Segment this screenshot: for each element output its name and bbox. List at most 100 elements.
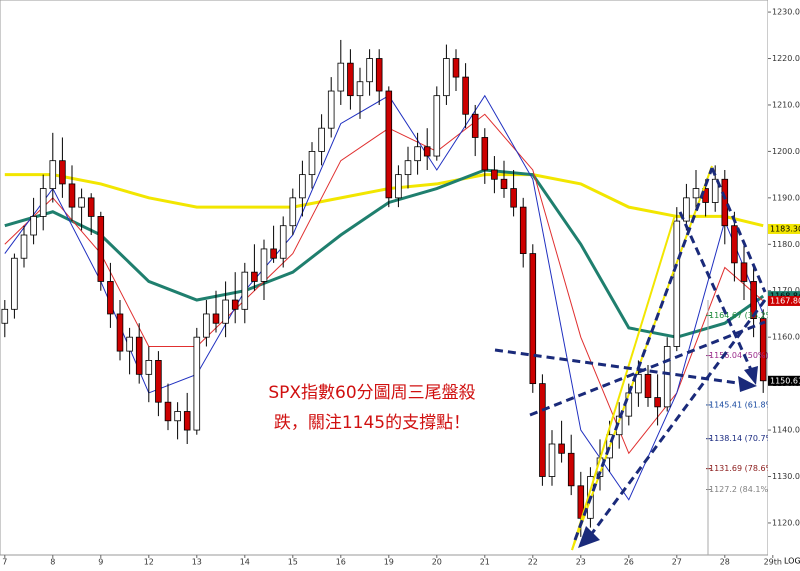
y-tick-label: 1170.00 xyxy=(772,286,800,295)
plot: 1164.67 (38.2%) 1156.04 (50%) 1145.41 (61.… xyxy=(1,39,776,537)
y-tick-label: 1190.00 xyxy=(772,193,800,202)
price-tag-label: 1167.80 xyxy=(770,296,800,305)
candle-body xyxy=(1,308,9,324)
dashed-line xyxy=(529,320,766,417)
candle-body xyxy=(759,318,767,382)
candle-body xyxy=(673,220,681,347)
candle-body xyxy=(327,90,335,129)
candle-body xyxy=(414,146,421,162)
candle-body xyxy=(423,146,431,157)
candle-body xyxy=(683,197,690,222)
candle-body xyxy=(548,443,556,477)
fib-label: 1138.14 (70.7%) xyxy=(709,434,776,443)
candle-body xyxy=(231,299,239,310)
candle-body xyxy=(30,216,37,236)
trend-lines xyxy=(494,165,767,555)
x-tick-label: 21 xyxy=(480,558,490,567)
candle-body xyxy=(711,178,719,203)
arrow-head xyxy=(738,376,757,392)
y-tick-label: 1130.00 xyxy=(772,472,800,481)
candle-body xyxy=(337,62,345,92)
x-tick-label: 14 xyxy=(240,558,250,567)
candle-body xyxy=(318,127,325,152)
candle-body xyxy=(692,188,700,199)
annotation: SPX指數60分圖周三尾盤殺 xyxy=(268,383,475,403)
x-tick-label: 20 xyxy=(432,558,442,567)
candle-body xyxy=(299,174,306,199)
y-tick-label: 1220.00 xyxy=(772,54,800,63)
candle-body xyxy=(308,151,316,176)
x-tick-label: 9 xyxy=(98,558,103,567)
candle-body xyxy=(270,248,277,259)
x-tick-label: 26 xyxy=(624,558,634,567)
candle-body xyxy=(145,360,153,375)
candle-body xyxy=(260,248,268,282)
scale-label: LOG xyxy=(784,557,800,566)
candle-body xyxy=(203,313,210,338)
right-axis xyxy=(768,0,800,567)
candle-body xyxy=(20,234,28,259)
dashed-line xyxy=(588,299,767,537)
candle-body xyxy=(558,443,565,454)
fib-label: 1156.04 (50%) xyxy=(709,351,769,360)
candle-body xyxy=(404,160,412,176)
dashed-lines xyxy=(494,167,767,541)
x-tick-label: 28 xyxy=(720,558,730,567)
candle-body xyxy=(49,160,57,189)
candle-body xyxy=(491,169,498,180)
candle-body xyxy=(433,95,441,157)
candle-body xyxy=(356,81,364,97)
plot-area xyxy=(0,0,769,556)
y-tick-label: 1210.00 xyxy=(772,100,800,109)
candle-body xyxy=(241,271,249,310)
candle-body xyxy=(510,188,517,208)
candle-body xyxy=(107,281,114,315)
candle-body xyxy=(567,452,575,487)
annotation: 跌，關注1145的支撐點！ xyxy=(274,413,470,433)
candle-body xyxy=(375,58,383,92)
fib-label: 1131.69 (78.6%) xyxy=(709,464,776,473)
y-tick-label: 1230.00 xyxy=(772,8,800,17)
candle-body xyxy=(164,401,172,422)
candle-body xyxy=(481,137,489,171)
candle-body xyxy=(663,346,671,408)
y-tick-label: 1180.00 xyxy=(772,240,800,249)
candle-body xyxy=(155,360,162,403)
x-tick-label: 19 xyxy=(384,558,394,567)
x-tick-label: 16 xyxy=(336,558,346,567)
dashed-line xyxy=(494,348,746,386)
dashed-line xyxy=(678,211,754,373)
arrow-head xyxy=(744,366,758,385)
candle-body xyxy=(462,76,469,115)
candle-body xyxy=(500,178,508,189)
candle-body xyxy=(183,411,191,431)
candle-body xyxy=(222,299,229,324)
candle-body xyxy=(279,225,287,259)
candle-body xyxy=(11,257,18,310)
candle-body xyxy=(539,383,546,477)
candle-body xyxy=(135,336,143,375)
y-tick-label: 1120.00 xyxy=(772,518,800,527)
x-tick-label: 12 xyxy=(144,558,154,567)
candle-body xyxy=(97,216,105,282)
x-tick-label: 23 xyxy=(576,558,586,567)
candle-body xyxy=(59,160,66,185)
fib-label: 1127.2 (84.1%) xyxy=(709,485,771,494)
x-tick-label: 22 xyxy=(528,558,538,567)
price-tag xyxy=(768,223,800,234)
candle-body xyxy=(68,183,76,208)
candle-body xyxy=(39,188,47,217)
candle-body xyxy=(193,336,201,431)
fib-label: 1145.41 (61.8%) xyxy=(709,400,776,409)
x-tick-label: 13 xyxy=(192,558,202,567)
candle-body xyxy=(644,373,652,398)
arrow-head xyxy=(578,526,600,548)
candle-body xyxy=(87,197,95,217)
price-tag-label: 1150.61 xyxy=(770,376,800,385)
candle-body xyxy=(126,336,133,352)
x-tick-label: 27 xyxy=(672,558,682,567)
candle-body xyxy=(635,373,642,394)
y-tick-label: 1200.00 xyxy=(772,147,800,156)
